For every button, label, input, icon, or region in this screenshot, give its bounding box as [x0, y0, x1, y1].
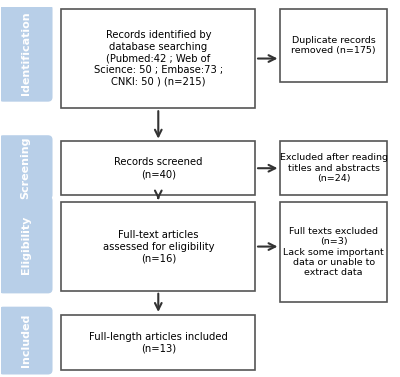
Text: Records screened
(n=40): Records screened (n=40): [114, 158, 202, 179]
Text: Full-text articles
assessed for eligibility
(n=16): Full-text articles assessed for eligibil…: [102, 230, 214, 263]
FancyBboxPatch shape: [0, 4, 52, 102]
FancyBboxPatch shape: [280, 202, 387, 302]
FancyBboxPatch shape: [0, 196, 52, 293]
Text: Eligibility: Eligibility: [21, 216, 31, 274]
Text: Full-length articles included
(n=13): Full-length articles included (n=13): [89, 332, 228, 353]
FancyBboxPatch shape: [62, 141, 255, 195]
Text: Full texts excluded
(n=3)
Lack some important
data or unable to
extract data: Full texts excluded (n=3) Lack some impo…: [283, 227, 384, 277]
FancyBboxPatch shape: [62, 9, 255, 108]
FancyBboxPatch shape: [280, 9, 387, 83]
Text: Identification: Identification: [21, 11, 31, 95]
FancyBboxPatch shape: [0, 307, 52, 374]
FancyBboxPatch shape: [62, 202, 255, 291]
FancyBboxPatch shape: [0, 135, 52, 199]
Text: Excluded after reading
titles and abstracts
(n=24): Excluded after reading titles and abstra…: [280, 153, 388, 183]
FancyBboxPatch shape: [280, 141, 387, 195]
Text: Records identified by
database searching
(Pubmed:42 ; Web of
Science: 50 ; Embas: Records identified by database searching…: [94, 30, 223, 87]
FancyBboxPatch shape: [62, 315, 255, 370]
Text: Duplicate records
removed (n=175): Duplicate records removed (n=175): [291, 36, 376, 55]
Text: Screening: Screening: [21, 136, 31, 199]
Text: Included: Included: [21, 314, 31, 367]
